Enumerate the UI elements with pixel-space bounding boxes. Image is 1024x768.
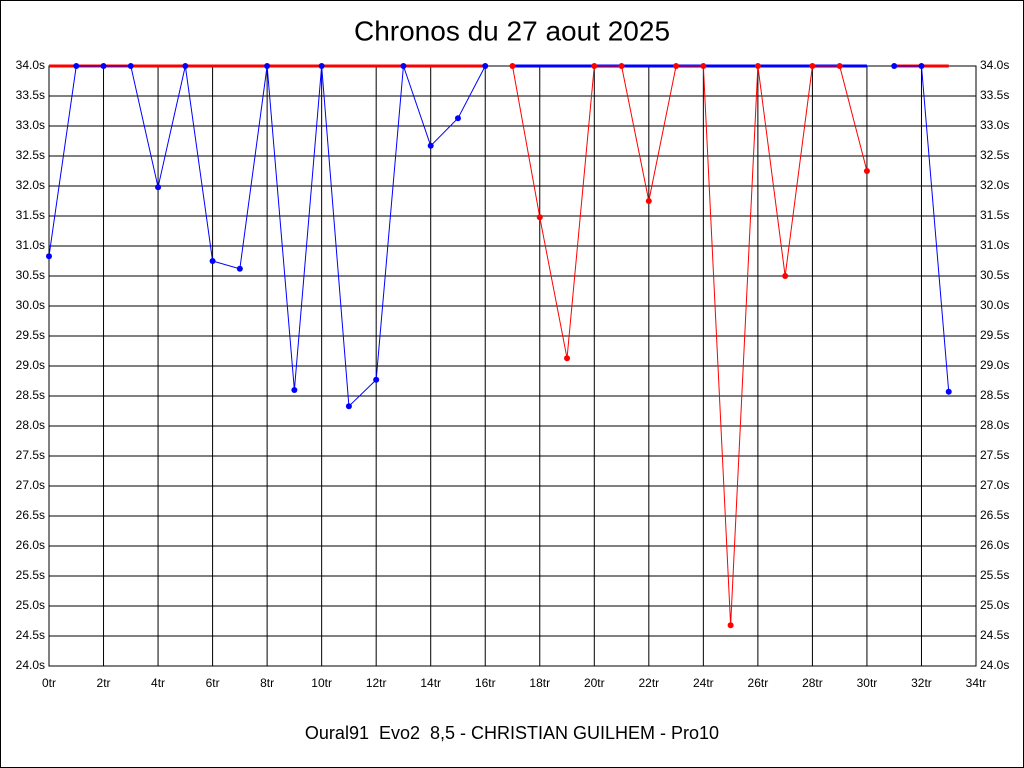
x-tick-label: 4tr xyxy=(151,676,165,690)
y-tick-label-right: 33.0s xyxy=(980,118,1009,132)
y-tick-label-right: 24.5s xyxy=(980,628,1009,642)
point xyxy=(564,355,571,362)
point xyxy=(754,63,761,69)
y-tick-label: 33.0s xyxy=(16,118,45,132)
point xyxy=(891,63,898,69)
point xyxy=(209,258,216,264)
point xyxy=(591,63,598,69)
y-tick-label-right: 31.5s xyxy=(980,208,1009,222)
y-tick-label-right: 29.0s xyxy=(980,358,1009,372)
x-tick-label: 24tr xyxy=(693,676,714,690)
point xyxy=(918,63,925,69)
x-tick-label: 2tr xyxy=(97,676,111,690)
point xyxy=(727,622,734,629)
point xyxy=(645,198,652,204)
point xyxy=(809,63,816,69)
y-tick-label-right: 24.0s xyxy=(980,658,1009,672)
y-tick-label: 24.5s xyxy=(16,628,45,642)
y-tick-label: 28.0s xyxy=(16,418,45,432)
y-tick-label: 29.5s xyxy=(16,328,45,342)
y-tick-label-right: 26.0s xyxy=(980,538,1009,552)
x-tick-label: 22tr xyxy=(638,676,659,690)
x-tick-label: 10tr xyxy=(311,676,332,690)
x-tick-label: 32tr xyxy=(911,676,932,690)
y-tick-label: 27.5s xyxy=(16,448,45,462)
point xyxy=(73,63,80,69)
x-tick-label: 0tr xyxy=(42,676,56,690)
y-tick-label-right: 32.0s xyxy=(980,178,1009,192)
x-tick-label: 18tr xyxy=(529,676,550,690)
point xyxy=(400,63,407,69)
point xyxy=(373,376,380,383)
point xyxy=(618,63,625,69)
y-tick-label-right: 25.0s xyxy=(980,598,1009,612)
point xyxy=(536,214,543,221)
y-tick-label-right: 26.5s xyxy=(980,508,1009,522)
y-tick-label-right: 31.0s xyxy=(980,238,1009,252)
chart-title: Chronos du 27 aout 2025 xyxy=(354,15,670,46)
y-tick-label: 30.5s xyxy=(16,268,45,282)
y-tick-label: 32.5s xyxy=(16,148,45,162)
point xyxy=(836,63,843,69)
x-tick-label: 6tr xyxy=(206,676,220,690)
point xyxy=(127,63,134,69)
x-tick-label: 14tr xyxy=(420,676,441,690)
y-tick-label: 31.5s xyxy=(16,208,45,222)
x-tick-label: 30tr xyxy=(857,676,878,690)
y-tick-label-right: 27.0s xyxy=(980,478,1009,492)
point xyxy=(318,63,325,69)
x-tick-label: 16tr xyxy=(475,676,496,690)
y-tick-label: 28.5s xyxy=(16,388,45,402)
point xyxy=(427,142,434,149)
x-tick-label: 8tr xyxy=(260,676,274,690)
point xyxy=(46,253,52,260)
point xyxy=(673,63,680,69)
series-line xyxy=(512,65,868,626)
y-tick-label: 32.0s xyxy=(16,178,45,192)
y-tick-label: 29.0s xyxy=(16,358,45,372)
y-tick-label-right: 25.5s xyxy=(980,568,1009,582)
x-tick-label: 28tr xyxy=(802,676,823,690)
y-tick-label: 26.5s xyxy=(16,508,45,522)
y-tick-label: 31.0s xyxy=(16,238,45,252)
y-tick-label: 34.0s xyxy=(16,58,45,72)
y-tick-label: 27.0s xyxy=(16,478,45,492)
point xyxy=(236,265,243,272)
footer: Oural91 Evo2 8,5 - CHRISTIAN GUILHEM - P… xyxy=(305,723,719,743)
y-tick-label-right: 32.5s xyxy=(980,148,1009,162)
y-tick-label-right: 29.5s xyxy=(980,328,1009,342)
y-tick-label-right: 27.5s xyxy=(980,448,1009,462)
point xyxy=(509,63,516,69)
point xyxy=(782,273,789,279)
point xyxy=(863,168,870,174)
point xyxy=(155,184,162,191)
x-tick-label: 20tr xyxy=(584,676,605,690)
point xyxy=(291,387,298,393)
point xyxy=(945,388,952,395)
y-tick-label-right: 30.5s xyxy=(980,268,1009,282)
point xyxy=(700,63,707,69)
point xyxy=(182,63,189,69)
y-tick-label-right: 28.0s xyxy=(980,418,1009,432)
y-tick-label: 26.0s xyxy=(16,538,45,552)
point xyxy=(345,403,352,410)
x-tick-label: 12tr xyxy=(366,676,387,690)
x-tick-label: 34tr xyxy=(966,676,987,690)
point xyxy=(482,63,489,69)
point xyxy=(100,63,107,69)
y-tick-label: 25.5s xyxy=(16,568,45,582)
y-tick-label-right: 28.5s xyxy=(980,388,1009,402)
x-tick-label: 26tr xyxy=(748,676,769,690)
y-tick-label-right: 34.0s xyxy=(980,58,1009,72)
y-tick-label-right: 30.0s xyxy=(980,298,1009,312)
y-tick-label: 30.0s xyxy=(16,298,45,312)
point xyxy=(454,115,461,122)
y-tick-label-right: 33.5s xyxy=(980,88,1009,102)
y-tick-label: 33.5s xyxy=(16,88,45,102)
y-tick-label: 24.0s xyxy=(16,658,45,672)
point xyxy=(264,63,271,69)
y-tick-label: 25.0s xyxy=(16,598,45,612)
